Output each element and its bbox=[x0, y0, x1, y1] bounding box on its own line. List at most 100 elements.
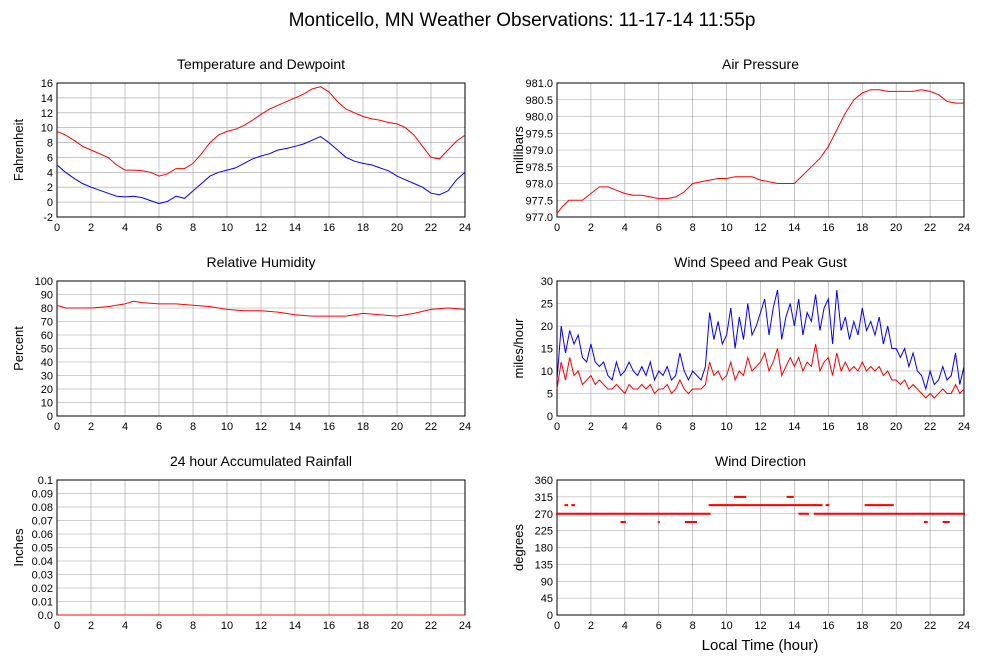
pressure-xtick-label: 0 bbox=[554, 222, 560, 234]
direction-point bbox=[561, 512, 564, 515]
direction-point bbox=[696, 512, 699, 515]
direction-point bbox=[688, 521, 691, 523]
wind-ytick-label: 10 bbox=[541, 366, 553, 378]
wind-xtick-label: 20 bbox=[890, 421, 902, 433]
direction-point bbox=[749, 504, 752, 507]
rain-xtick-label: 0 bbox=[54, 620, 60, 632]
direction-point bbox=[715, 504, 718, 507]
wind-chart: Wind Speed and Peak Gust miles/hour 0 5 10 15… bbox=[511, 254, 970, 433]
direction-point bbox=[684, 521, 687, 523]
pressure-ytick-label: 979.0 bbox=[525, 145, 553, 157]
direction-point bbox=[803, 504, 806, 507]
pressure-xtick-label: 24 bbox=[958, 222, 970, 234]
direction-point bbox=[712, 504, 715, 507]
direction-point bbox=[874, 504, 877, 507]
direction-point bbox=[954, 512, 957, 515]
direction-point bbox=[878, 512, 881, 515]
direction-point bbox=[803, 512, 806, 515]
rain-ytick-label: 0.01 bbox=[32, 597, 53, 609]
rain-ytick-label: 0.04 bbox=[32, 556, 53, 568]
direction-point bbox=[657, 512, 660, 515]
wind-ytick-label: 20 bbox=[541, 321, 553, 333]
direction-point bbox=[564, 512, 567, 515]
direction-point bbox=[834, 512, 837, 515]
direction-point bbox=[703, 512, 706, 515]
rain-xtick-label: 2 bbox=[88, 620, 94, 632]
direction-point bbox=[734, 495, 737, 498]
charts-container: Temperature and DewpointFahrenheit-20246… bbox=[11, 56, 970, 632]
direction-point bbox=[844, 512, 847, 515]
direction-point bbox=[627, 512, 630, 515]
direction-point bbox=[773, 504, 776, 507]
direction-point bbox=[788, 504, 791, 507]
direction-point bbox=[942, 521, 945, 523]
direction-point bbox=[620, 512, 623, 515]
direction-point bbox=[732, 504, 735, 507]
temp-xtick-label: 20 bbox=[391, 222, 403, 234]
direction-point bbox=[764, 504, 767, 507]
direction-xtick-label: 18 bbox=[856, 620, 868, 632]
direction-point bbox=[652, 512, 655, 515]
direction-point bbox=[884, 504, 887, 507]
direction-point bbox=[932, 512, 935, 515]
humidity-ytick-label: 10 bbox=[41, 398, 53, 410]
direction-point bbox=[852, 512, 855, 515]
direction-ytick-label: 315 bbox=[535, 492, 553, 504]
direction-point bbox=[569, 512, 572, 515]
direction-point bbox=[693, 521, 696, 523]
humidity-plot-frame bbox=[56, 280, 466, 417]
direction-point bbox=[630, 512, 633, 515]
direction-point bbox=[842, 512, 845, 515]
pressure-xtick-label: 22 bbox=[924, 222, 936, 234]
direction-point bbox=[649, 512, 652, 515]
direction-point bbox=[579, 512, 582, 515]
direction-point bbox=[647, 512, 650, 515]
temp-ytick-label: 4 bbox=[47, 167, 53, 179]
direction-plot-frame bbox=[556, 479, 965, 616]
rain-ytick-label: 0.05 bbox=[32, 543, 53, 555]
pressure-xtick-label: 2 bbox=[588, 222, 594, 234]
wind-xtick-label: 16 bbox=[822, 421, 834, 433]
direction-point bbox=[556, 512, 558, 515]
direction-point bbox=[925, 521, 928, 523]
direction-point bbox=[915, 512, 918, 515]
direction-point bbox=[864, 504, 867, 507]
direction-point bbox=[927, 512, 930, 515]
wind-plot-frame bbox=[556, 280, 965, 417]
direction-point bbox=[800, 504, 803, 507]
wind-ytick-label: 0 bbox=[547, 411, 553, 423]
rain-ytick-label: 0.03 bbox=[32, 570, 53, 582]
direction-point bbox=[918, 512, 921, 515]
direction-point bbox=[684, 512, 687, 515]
temp-xtick-label: 24 bbox=[459, 222, 471, 234]
temp-ytick-label: 16 bbox=[41, 78, 53, 90]
rain-xtick-label: 4 bbox=[122, 620, 128, 632]
direction-xtick-label: 2 bbox=[588, 620, 594, 632]
direction-point bbox=[700, 512, 703, 515]
direction-point bbox=[622, 512, 625, 515]
direction-point bbox=[740, 504, 743, 507]
direction-point bbox=[566, 512, 569, 515]
humidity-xtick-label: 20 bbox=[391, 421, 403, 433]
direction-point bbox=[917, 512, 920, 515]
direction-point bbox=[812, 504, 815, 507]
direction-point bbox=[596, 512, 599, 515]
wind-ytick-label: 15 bbox=[541, 344, 553, 356]
temp-ylabel: Fahrenheit bbox=[11, 119, 26, 182]
direction-point bbox=[606, 512, 609, 515]
direction-point bbox=[601, 512, 604, 515]
direction-point bbox=[611, 512, 614, 515]
wind-xtick-label: 10 bbox=[720, 421, 732, 433]
direction-point bbox=[940, 512, 943, 515]
humidity-xtick-label: 24 bbox=[459, 421, 471, 433]
direction-point bbox=[963, 512, 965, 515]
rain-ytick-label: 0.07 bbox=[32, 516, 53, 528]
direction-point bbox=[913, 512, 916, 515]
x-axis-label: Local Time (hour) bbox=[702, 637, 819, 654]
direction-point bbox=[617, 512, 620, 515]
wind-xtick-label: 4 bbox=[622, 421, 628, 433]
direction-point bbox=[639, 512, 642, 515]
pressure-series-0-line bbox=[556, 89, 964, 214]
direction-point bbox=[661, 512, 664, 515]
direction-point bbox=[632, 512, 635, 515]
